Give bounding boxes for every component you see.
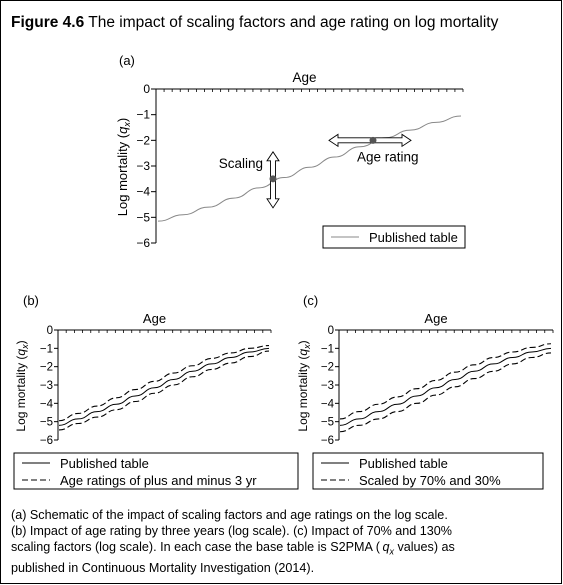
series-line-0	[157, 115, 462, 222]
chart-panel-b: Age 0 −1 −2 −3 −4 −5 −6 Log mortality (qx) Publis…	[13, 311, 299, 490]
caption-line-3: scaling factors (log scale). In each cas…	[11, 539, 556, 560]
figure-title: The impact of scaling factors and age ra…	[88, 14, 499, 31]
panel-a-letter: (a)	[119, 53, 135, 68]
y-tick-label: 0	[328, 325, 334, 337]
legend-label-0: Published table	[369, 230, 458, 245]
legend-label-0: Published table	[359, 456, 448, 471]
y-tick-label: −6	[136, 236, 150, 250]
series-line-1	[339, 343, 552, 420]
age-rating-point	[369, 136, 377, 144]
series-line-2	[339, 352, 552, 433]
y-tick-label: −6	[321, 435, 334, 447]
caption-line-2: (b) Impact of age rating by three years …	[11, 524, 452, 538]
y-axis-label: Log mortality (qx)	[296, 340, 312, 431]
charts-svg: Age 0 −1 −2 −3 −4 −5 −6 Log mortality (qx) Publis…	[13, 70, 554, 490]
y-tick-label: −2	[136, 133, 150, 147]
x-axis-label: Age	[143, 311, 166, 326]
y-tick-label: −1	[136, 108, 150, 122]
panel-c-letter: (c)	[303, 293, 319, 308]
legend-box	[13, 452, 299, 490]
figure-title-row: Figure 4.6 The impact of scaling factors…	[11, 14, 498, 32]
y-tick-label: −1	[321, 343, 334, 355]
caption-line-1: (a) Schematic of the impact of scaling f…	[11, 508, 448, 522]
legend-label-0: Published table	[60, 456, 149, 471]
legend-box	[322, 225, 466, 249]
y-tick-label: −3	[321, 380, 334, 392]
y-tick-label: −5	[136, 210, 150, 224]
y-axis-label: Log mortality (qx)	[14, 340, 30, 431]
x-axis-label: Age	[424, 311, 447, 326]
figure-caption: (a) Schematic of the impact of scaling f…	[11, 507, 556, 576]
y-tick-label: −4	[321, 398, 335, 410]
series-line-0	[339, 347, 552, 426]
series-line-0	[58, 347, 270, 426]
y-tick-label: 0	[47, 325, 53, 337]
scaling-label: Scaling	[219, 156, 263, 171]
series-line-2	[58, 350, 270, 431]
figure-label: Figure 4.6	[11, 14, 85, 31]
y-tick-label: −3	[40, 380, 53, 392]
legend-label-1: Scaled by 70% and 30%	[359, 473, 501, 488]
y-tick-label: −6	[40, 435, 53, 447]
panel-b-letter: (b)	[23, 293, 39, 308]
scaling-point	[269, 175, 277, 183]
chart-panel-a: Age 0 −1 −2 −3 −4 −5 −6 Log mortality (qx) Publis…	[115, 70, 466, 250]
y-tick-label: −2	[40, 362, 53, 374]
y-tick-label: −2	[321, 362, 334, 374]
y-tick-label: −1	[40, 343, 53, 355]
chart-panel-c: Age 0 −1 −2 −3 −4 −5 −6 Log mortality (qx) Publis…	[296, 311, 554, 490]
y-tick-label: 0	[143, 82, 150, 96]
x-axis-label: Age	[292, 70, 316, 85]
y-tick-label: −5	[40, 417, 53, 429]
legend-box	[312, 452, 544, 490]
y-tick-label: −3	[136, 159, 150, 173]
y-tick-label: −4	[40, 398, 54, 410]
caption-qx-tail: values) as	[393, 540, 455, 554]
caption-line-4: published in Continuous Mortality Invest…	[11, 560, 315, 575]
caption-qx: q	[382, 540, 390, 554]
caption-line-3-text: scaling factors (log scale). In each cas…	[11, 540, 383, 554]
legend-label-1: Age ratings of plus and minus 3 yr	[60, 473, 257, 488]
caption-qx-sub: x	[389, 546, 394, 557]
y-axis-label: Log mortality (qx)	[115, 118, 132, 216]
y-tick-label: −4	[136, 185, 150, 199]
age-rating-label: Age rating	[357, 149, 419, 164]
y-tick-label: −5	[321, 417, 334, 429]
series-line-1	[58, 345, 270, 422]
